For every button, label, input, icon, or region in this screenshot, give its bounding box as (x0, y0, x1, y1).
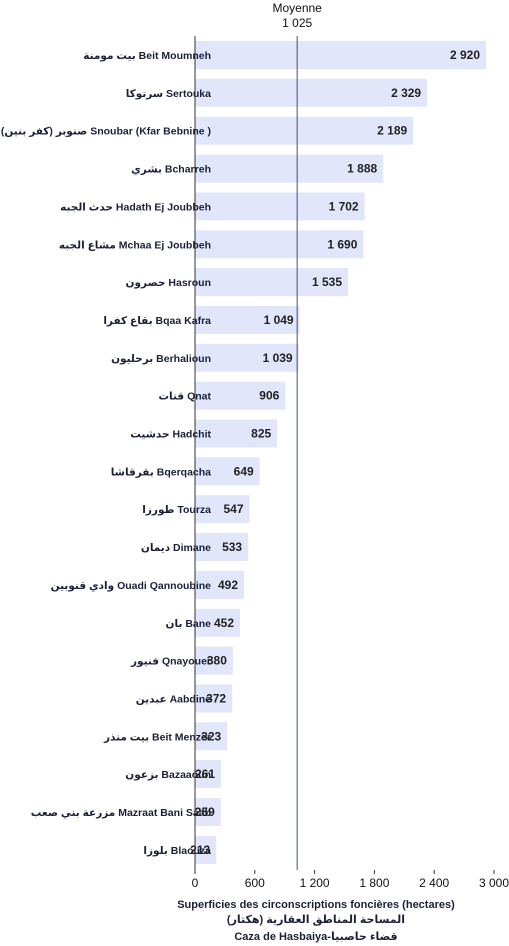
category-label: ديمان Dimane (141, 542, 211, 554)
category-label: مشاع الجبه Mchaa Ej Joubbeh (59, 239, 211, 251)
bar (195, 268, 348, 297)
value-labels: 2 920 2 329 2 189 1 888 1 702 1 690 1 535 1 049… (190, 48, 480, 857)
category-label: بيت مومنة Beit Moumneh (83, 50, 211, 62)
x-tick-label: 0 (192, 876, 199, 890)
bar (195, 835, 217, 864)
value-label: 533 (222, 540, 242, 554)
x-axis-ticks: 0 600 1 200 1 800 2 400 3 000 (192, 870, 509, 890)
value-label: 372 (206, 692, 226, 706)
mean-value: 1 025 (282, 16, 312, 30)
x-axis-label-line-1: Superficies des circonscriptions foncièr… (177, 899, 455, 911)
value-label: 1 690 (327, 237, 357, 251)
category-label: بيت منذر Beit Menzer (103, 731, 211, 743)
bar (195, 646, 233, 675)
x-axis-label-line-3: Caza de Hasbaiya-قضاء حاصبيا (234, 931, 397, 943)
bar (195, 230, 364, 259)
value-label: 1 049 (264, 313, 294, 327)
value-label: 2 920 (450, 48, 480, 62)
category-label: حدشيت Hadchit (130, 429, 211, 441)
category-label: بشري Bcharreh (131, 164, 211, 176)
category-label: بان Bane (166, 618, 212, 630)
category-label: بقاع كفرا Bqaa Kafra (103, 315, 211, 327)
value-label: 323 (201, 729, 221, 743)
category-label: مزرعة بني صعب Mazraat Bani Saab (31, 807, 211, 819)
value-label: 1 039 (263, 351, 293, 365)
category-label: طورزا Tourza (142, 504, 211, 516)
category-label: قنيور Qnayouer (130, 656, 211, 668)
bar (195, 343, 299, 372)
bar (195, 305, 300, 334)
bar (195, 495, 250, 524)
value-label: 213 (190, 843, 210, 857)
value-label: 492 (218, 578, 238, 592)
value-label: 1 535 (312, 275, 342, 289)
mean-title: Moyenne (272, 1, 322, 15)
value-label: 259 (195, 805, 215, 819)
category-label: صنوبر (كفر بنين) Snoubar (Kfar Bebnine ) (1, 126, 211, 138)
value-label: 825 (251, 427, 271, 441)
x-tick-label: 1 800 (359, 876, 389, 890)
category-label: بزعون Bazaaoun (125, 769, 211, 781)
category-label: برحليون Berhalioun (111, 353, 211, 365)
category-label: حصرون Hasroun (126, 277, 211, 289)
bar (195, 570, 244, 599)
value-label: 261 (195, 767, 215, 781)
bar (195, 760, 221, 789)
x-tick-label: 1 200 (300, 876, 330, 890)
value-label: 380 (207, 654, 227, 668)
category-label: حدث الجبه Hadath Ej Joubbeh (60, 201, 211, 213)
category-labels: بيت مومنة Beit Moumneh سرتوكا Sertouka صنو… (1, 50, 212, 857)
bar (195, 41, 486, 69)
bar (195, 684, 233, 713)
bar (195, 798, 221, 826)
value-label: 906 (259, 389, 279, 403)
bar (195, 419, 278, 448)
value-label: 2 329 (391, 86, 421, 100)
category-label: قنات Qnat (159, 391, 212, 403)
value-label: 452 (214, 616, 234, 630)
category-label: بقرقاشا Bqerqacha (111, 466, 211, 478)
category-label: عبدين Aabdine (136, 694, 211, 706)
value-label: 1 888 (347, 162, 377, 176)
x-tick-label: 3 000 (479, 876, 509, 890)
bars-layer (195, 41, 486, 864)
category-label: وادي قنوبين Ouadi Qannoubine (51, 580, 211, 592)
bar (195, 192, 365, 221)
category-label: سرتوكا Sertouka (126, 88, 211, 100)
bar (195, 722, 228, 751)
value-label: 2 189 (377, 124, 407, 138)
value-label: 1 702 (329, 199, 359, 213)
value-label: 649 (234, 464, 254, 478)
bar (195, 533, 249, 561)
x-axis-label-line-2: المساحة المناطق العقارية (هكتار) (227, 914, 405, 926)
bar (195, 381, 286, 410)
bar (195, 608, 240, 637)
bar (195, 457, 260, 486)
bar (195, 78, 428, 107)
bar (195, 116, 414, 145)
value-label: 547 (223, 502, 243, 516)
category-label: بلوزا Blaouza (143, 845, 211, 857)
bar (195, 154, 384, 183)
x-tick-label: 600 (245, 876, 265, 890)
x-tick-label: 2 400 (419, 876, 449, 890)
